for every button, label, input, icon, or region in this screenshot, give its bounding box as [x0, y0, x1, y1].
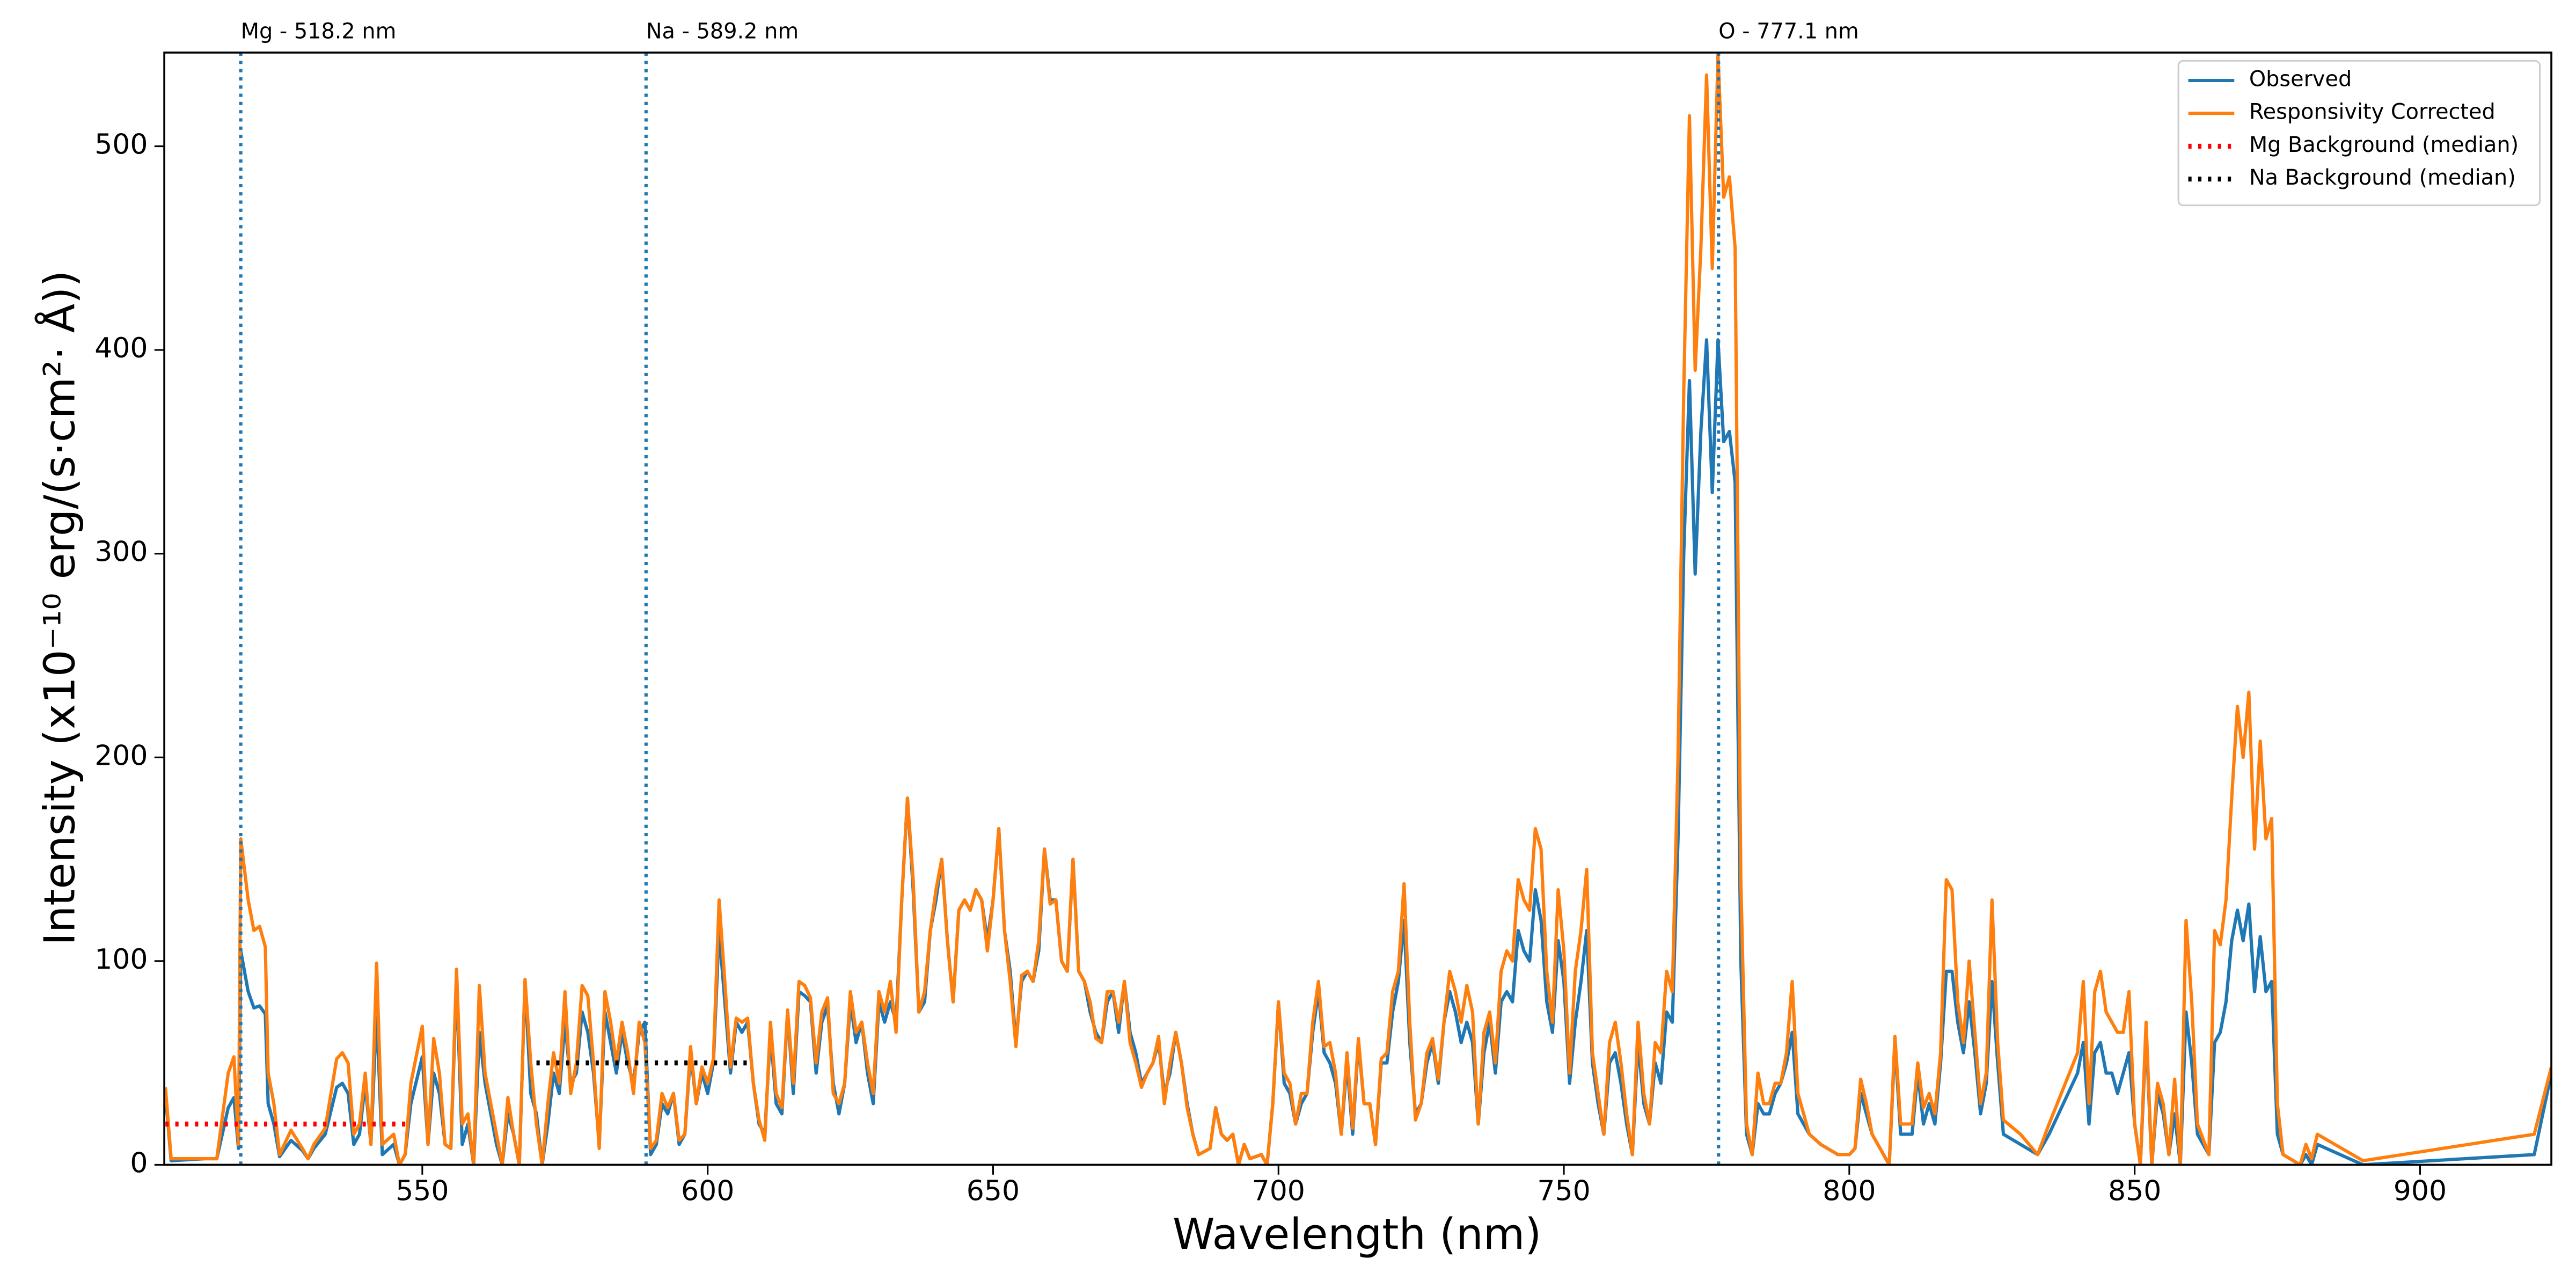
y-tick-label: 400: [94, 332, 148, 364]
legend-label: Na Background (median): [2249, 165, 2516, 190]
x-tick-label: 650: [967, 1175, 1020, 1207]
legend-label: Observed: [2249, 67, 2352, 92]
x-tick-label: 550: [396, 1175, 449, 1207]
annotation-label: O - 777.1 nm: [1718, 19, 1858, 44]
x-tick-label: 900: [2394, 1175, 2447, 1207]
x-tick-label: 750: [1537, 1175, 1590, 1207]
series-line: [164, 53, 2552, 1165]
y-tick-label: 0: [130, 1147, 148, 1179]
y-tick-label: 200: [94, 740, 148, 772]
y-tick-label: 500: [94, 129, 148, 161]
plot-area: [164, 53, 2552, 1165]
legend-label: Responsivity Corrected: [2249, 100, 2496, 125]
legend-label: Mg Background (median): [2249, 133, 2519, 157]
x-tick-label: 800: [1823, 1175, 1876, 1207]
plot-frame: [163, 52, 2552, 1166]
y-tick-label: 100: [94, 943, 148, 976]
x-tick-label: 850: [2108, 1175, 2161, 1207]
x-axis-label: Wavelength (nm): [1173, 1209, 1541, 1259]
x-tick-label: 600: [681, 1175, 734, 1207]
annotation-label: Na - 589.2 nm: [646, 19, 799, 44]
x-tick-label: 700: [1252, 1175, 1305, 1207]
legend-box: [2177, 60, 2541, 207]
y-tick-label: 300: [94, 536, 148, 568]
annotation-label: Mg - 518.2 nm: [241, 19, 397, 44]
y-axis-label: Intensity (x10⁻¹⁰ erg/(s·cm²· Å)): [34, 270, 84, 946]
